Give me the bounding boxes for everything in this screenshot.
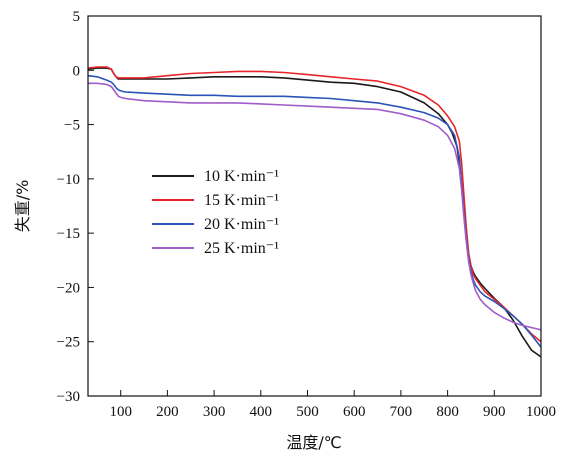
- legend-label: 20 K·min⁻¹: [204, 216, 279, 233]
- x-tick-label: 600: [343, 404, 366, 420]
- y-tick-label: 5: [73, 9, 81, 25]
- plot-frame: [87, 15, 542, 397]
- series-line-2: [88, 66, 541, 343]
- x-tick-label: 900: [483, 404, 506, 420]
- legend: 10 K·min⁻¹ 15 K·min⁻¹ 20 K·min⁻¹ 25 K·min⁻¹: [152, 168, 279, 257]
- series-line-3: [88, 74, 541, 348]
- legend-label: 25 K·min⁻¹: [204, 240, 279, 257]
- legend-label: 10 K·min⁻¹: [204, 168, 279, 185]
- x-axis-title: 温度/℃: [286, 433, 341, 452]
- y-axis-title: 失重/%: [13, 180, 32, 233]
- x-tick-label: 200: [156, 404, 179, 420]
- y-tick-label: −15: [57, 226, 80, 242]
- x-tick-label: 100: [109, 404, 132, 420]
- y-tick-label: −5: [64, 118, 80, 134]
- series-line-1: [88, 67, 541, 358]
- x-tick-label: 800: [436, 404, 459, 420]
- x-tick-label: 500: [296, 404, 319, 420]
- legend-label: 15 K·min⁻¹: [204, 192, 279, 209]
- y-tick-label: −30: [57, 389, 80, 405]
- series-layer: [88, 66, 541, 358]
- x-tick-label: 700: [390, 404, 413, 420]
- y-tick-label: −20: [57, 280, 80, 296]
- y-tick-label: −25: [57, 335, 80, 351]
- x-tick-label: 300: [203, 404, 226, 420]
- ticks-layer: 100 200 300 400 500 600 700 800 900 1000 5 0 −5 −10 −1…: [57, 9, 556, 420]
- y-tick-label: 0: [73, 63, 81, 79]
- x-tick-label: 400: [250, 404, 273, 420]
- y-tick-label: −10: [57, 172, 80, 188]
- x-tick-label: 1000: [526, 404, 556, 420]
- series-line-4: [88, 82, 541, 331]
